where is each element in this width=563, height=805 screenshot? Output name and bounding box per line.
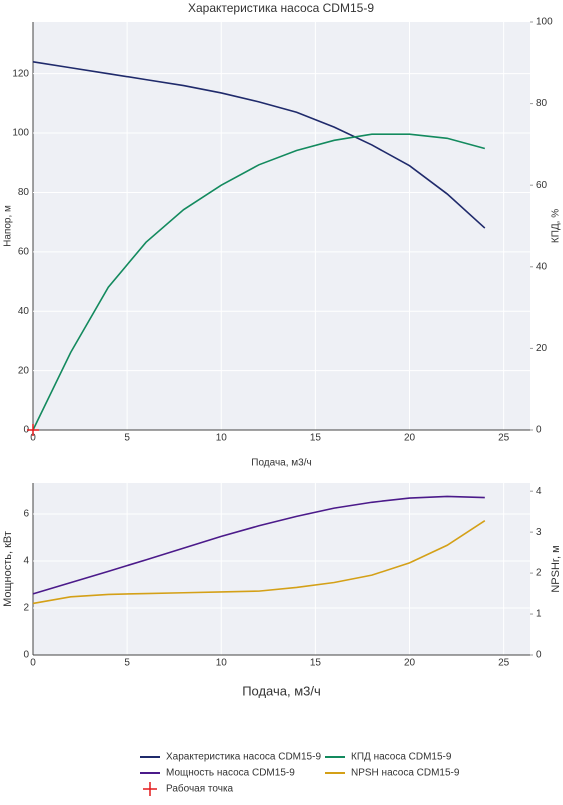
series-line (32, 133, 486, 431)
y-tick-label: 0 (23, 650, 29, 661)
y-tick-label: 100 (12, 128, 29, 139)
y2-axis-title: КПД, % (551, 209, 562, 243)
y-tick-label: 0 (23, 425, 29, 436)
y-tick-label: 20 (18, 365, 30, 376)
working-point (27, 424, 39, 436)
y2-tick-label: 4 (536, 486, 542, 497)
y-tick-label: 60 (18, 246, 30, 257)
x-tick-label: 25 (498, 433, 510, 444)
legend-label: Характеристика насоса CDM15-9 (166, 752, 321, 763)
chart-title: Характеристика насоса CDM15-9 (188, 1, 374, 15)
x-tick-label: 15 (310, 433, 322, 444)
x-tick-label: 20 (404, 433, 416, 444)
series-line (32, 61, 486, 229)
y-tick-label: 6 (23, 509, 29, 520)
x-tick-label: 15 (310, 658, 322, 669)
y2-tick-label: 3 (536, 527, 542, 538)
x-tick-label: 0 (30, 658, 36, 669)
x-tick-label: 5 (124, 433, 130, 444)
legend-swatch (143, 782, 157, 796)
x-tick-label: 10 (216, 658, 228, 669)
y2-axis-title: NPSHr, м (550, 545, 562, 592)
y2-tick-label: 60 (536, 180, 548, 191)
y2-tick-label: 100 (536, 17, 553, 28)
legend-label: КПД насоса CDM15-9 (351, 752, 452, 763)
legend-label: Рабочая точка (166, 783, 234, 795)
y-tick-label: 120 (12, 68, 29, 79)
y2-tick-label: 0 (536, 650, 542, 661)
series-line (32, 520, 486, 605)
x-tick-label: 5 (124, 658, 130, 669)
x-axis-title: Подача, м3/ч (242, 683, 321, 698)
plot-background (33, 22, 530, 430)
y-axis-title: Мощность, кВт (2, 531, 14, 607)
y-axis-title: Напор, м (3, 205, 14, 247)
x-tick-label: 20 (404, 658, 416, 669)
y-tick-label: 80 (18, 187, 30, 198)
y2-tick-label: 20 (536, 343, 548, 354)
y2-tick-label: 80 (536, 98, 548, 109)
x-tick-label: 0 (30, 433, 36, 444)
legend-label: NPSH насоса CDM15-9 (351, 768, 460, 779)
y-tick-label: 40 (18, 306, 30, 317)
x-tick-label: 10 (216, 433, 228, 444)
y2-tick-label: 0 (536, 425, 542, 436)
y2-tick-label: 2 (536, 568, 542, 579)
y2-tick-label: 40 (536, 261, 548, 272)
x-axis-title: Подача, м3/ч (251, 458, 311, 469)
y-tick-label: 4 (23, 556, 29, 567)
series-line (32, 495, 485, 595)
legend-label: Мощность насоса CDM15-9 (166, 768, 295, 779)
x-tick-label: 25 (498, 658, 510, 669)
plot-background (33, 483, 530, 655)
y2-tick-label: 1 (536, 609, 542, 620)
y-tick-label: 2 (23, 603, 29, 614)
